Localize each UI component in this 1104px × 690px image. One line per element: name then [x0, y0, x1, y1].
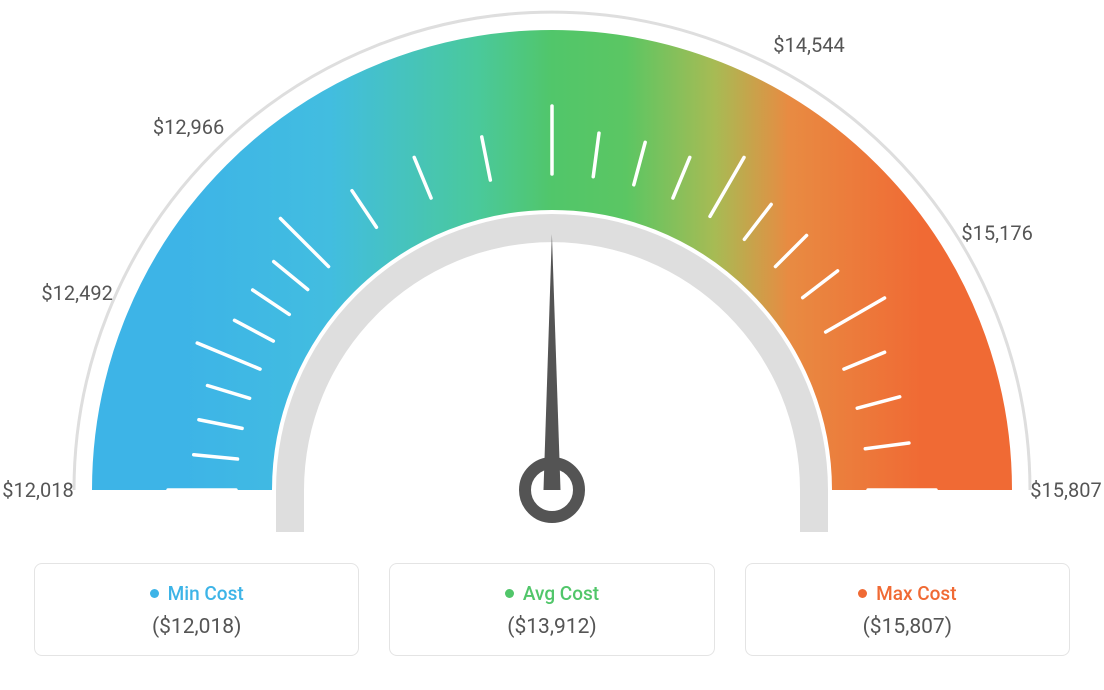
- legend-title-min: Min Cost: [150, 582, 244, 605]
- cost-gauge: $12,018$12,492$12,966$13,912$14,544$15,1…: [0, 0, 1104, 555]
- gauge-tick-label: $12,966: [153, 115, 224, 139]
- gauge-tick-label: $15,807: [1030, 478, 1101, 502]
- legend-dot-avg: [505, 589, 514, 598]
- legend-value-avg: ($13,912): [507, 615, 596, 639]
- legend-value-max: ($15,807): [863, 615, 952, 639]
- gauge-tick-label: $12,492: [41, 281, 112, 305]
- legend-card-max: Max Cost ($15,807): [745, 563, 1070, 656]
- legend-row: Min Cost ($12,018) Avg Cost ($13,912) Ma…: [34, 563, 1070, 656]
- legend-card-avg: Avg Cost ($13,912): [389, 563, 714, 656]
- legend-title-avg: Avg Cost: [505, 582, 599, 605]
- legend-dot-min: [150, 589, 159, 598]
- legend-value-min: ($12,018): [152, 615, 241, 639]
- legend-dot-max: [858, 589, 867, 598]
- legend-title-max: Max Cost: [858, 582, 956, 605]
- legend-name-max: Max Cost: [876, 582, 956, 605]
- gauge-tick-label: $14,544: [773, 33, 844, 57]
- legend-card-min: Min Cost ($12,018): [34, 563, 359, 656]
- legend-name-avg: Avg Cost: [523, 582, 599, 605]
- gauge-tick-label: $12,018: [2, 478, 73, 502]
- gauge-tick-label: $15,176: [961, 221, 1032, 245]
- legend-name-min: Min Cost: [168, 582, 244, 605]
- gauge-svg: [0, 0, 1104, 555]
